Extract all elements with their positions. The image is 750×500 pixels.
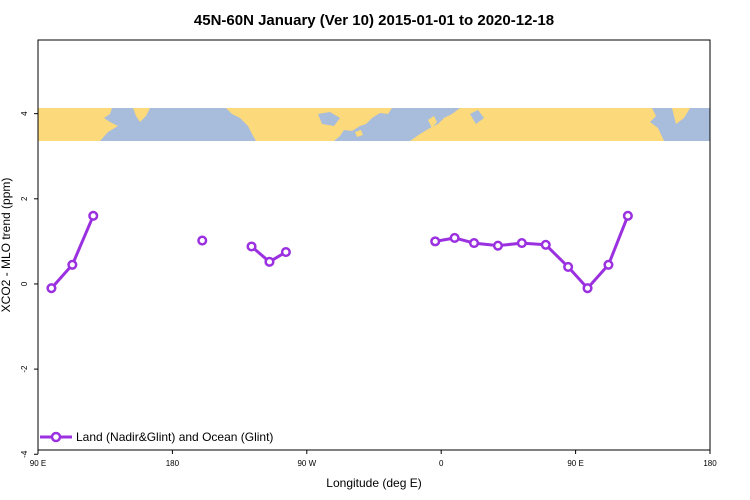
series-line <box>50 215 95 290</box>
data-point <box>516 238 527 249</box>
data-point <box>469 238 480 249</box>
x-tick-label: 0 <box>439 459 444 468</box>
data-point <box>603 259 614 270</box>
map-land-british-isles <box>428 116 437 128</box>
legend-marker <box>50 431 62 443</box>
y-axis-title: XCO2 - MLO trend (ppm) <box>0 178 13 313</box>
map-land-hudson-bay <box>318 112 340 126</box>
data-point <box>622 210 633 221</box>
map-land-newfoundland <box>355 130 363 137</box>
x-axis: 90 E 180 90 W 0 90 E 180 <box>30 450 717 468</box>
map-land-kamchatka-east <box>672 108 690 124</box>
data-point <box>67 259 78 270</box>
y-tick-label: 2 <box>20 196 29 201</box>
series-layer <box>46 210 633 294</box>
data-point <box>264 256 275 267</box>
legend: Land (Nadir&Glint) and Ocean (Glint) <box>40 430 273 444</box>
data-point <box>280 246 291 258</box>
map-land-asia-west <box>38 108 118 141</box>
map-land-baltic <box>470 110 484 124</box>
y-tick-label: -2 <box>20 365 29 373</box>
data-point <box>197 235 208 246</box>
data-point <box>430 236 441 247</box>
x-tick-label: 90 E <box>567 459 583 468</box>
data-point <box>449 232 460 244</box>
data-point <box>246 241 257 252</box>
data-point <box>492 240 503 251</box>
data-point <box>88 210 99 221</box>
data-point <box>46 283 57 294</box>
data-point <box>563 261 574 272</box>
data-point <box>540 239 551 250</box>
x-tick-label: 180 <box>166 459 180 468</box>
y-tick-label: 0 <box>20 281 29 286</box>
chart-title: 45N-60N January (Ver 10) 2015-01-01 to 2… <box>194 12 554 29</box>
plot-frame <box>37 39 711 451</box>
y-tick-label: -4 <box>20 450 29 458</box>
map-band <box>38 108 710 141</box>
map-land-north-america <box>226 108 392 141</box>
map-land-kamchatka <box>133 108 150 122</box>
x-tick-label: 90 E <box>30 459 46 468</box>
data-point <box>582 283 593 294</box>
series-line <box>434 215 630 290</box>
legend-label: Land (Nadir&Glint) and Ocean (Glint) <box>76 430 273 444</box>
y-tick-label: 4 <box>20 111 29 116</box>
y-axis: -4 -2 0 2 4 <box>20 111 38 458</box>
x-tick-label: 90 W <box>297 459 316 468</box>
x-axis-title: Longitude (deg E) <box>326 476 421 490</box>
x-tick-label: 180 <box>703 459 717 468</box>
